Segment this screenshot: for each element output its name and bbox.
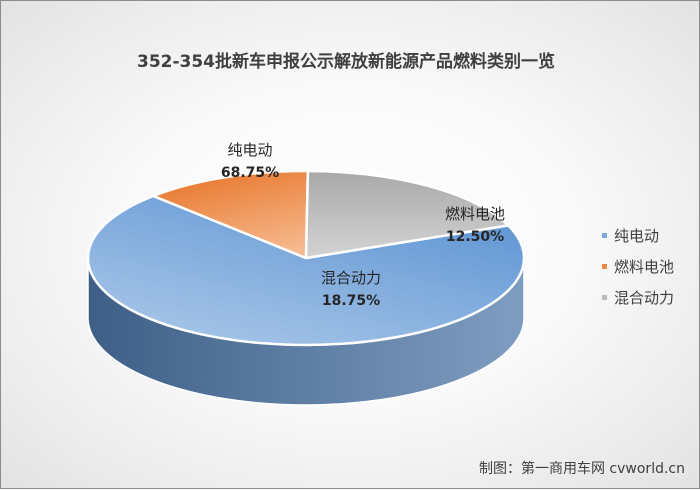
credit-text: 制图：第一商用车网 cvworld.cn <box>478 461 685 477</box>
slice-label-name-2: 混合动力 <box>321 269 381 287</box>
slice-label-name-0: 纯电动 <box>227 141 272 159</box>
legend-swatch-0 <box>602 233 607 238</box>
pie-slice-2 <box>304 169 510 260</box>
legend-label-2: 混合动力 <box>614 289 674 307</box>
legend-swatch-1 <box>602 264 607 269</box>
pie-slice-0 <box>86 194 526 347</box>
data-labels: 纯电动 68.75% 燃料电池 12.50% 混合动力 18.75% <box>221 141 505 309</box>
slice-label-value-2: 18.75% <box>322 293 380 309</box>
legend-label-1: 燃料电池 <box>614 258 674 276</box>
pie-slices <box>86 169 526 347</box>
pie-slice-1 <box>151 169 310 260</box>
slice-label-value-1: 12.50% <box>446 229 504 245</box>
legend-swatch-2 <box>602 295 607 300</box>
chart-title: 352-354批新车申报公示解放新能源产品燃料类别一览 <box>137 51 555 72</box>
legend-label-0: 纯电动 <box>614 227 659 245</box>
slice-label-value-0: 68.75% <box>221 165 279 181</box>
slice-label-name-1: 燃料电池 <box>445 205 505 223</box>
